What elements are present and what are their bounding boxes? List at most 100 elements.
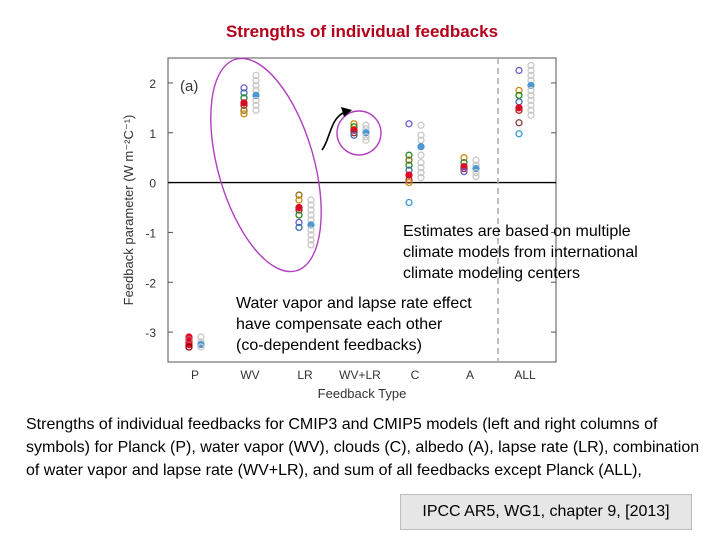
- data-point-left: [405, 171, 413, 179]
- data-point-right: [307, 221, 315, 229]
- note-compensate: Water vapor and lapse rate effect have c…: [236, 293, 536, 356]
- y-tick-label: -2: [145, 276, 156, 290]
- x-tick-label: LR: [297, 368, 313, 382]
- data-point-left: [405, 176, 413, 184]
- data-point-left: [515, 106, 523, 114]
- data-point-right: [417, 131, 425, 139]
- data-point-right: [417, 159, 425, 167]
- data-point-right: [527, 61, 535, 70]
- chart-marks: [185, 61, 535, 351]
- x-tick-label: C: [411, 368, 420, 382]
- data-point-right: [252, 81, 260, 90]
- data-point-right: [307, 196, 315, 204]
- data-point-left: [515, 119, 523, 127]
- data-point-left: [405, 156, 413, 164]
- y-tick-label: -1: [145, 226, 156, 240]
- y-axis-label: Feedback parameter (W m⁻²C⁻¹): [121, 115, 136, 306]
- data-point-left: [295, 191, 303, 199]
- figure-caption: Strengths of individual feedbacks for CM…: [26, 416, 700, 479]
- panel-label: (a): [180, 78, 198, 95]
- y-tick-label: 2: [149, 77, 156, 91]
- note-estimates: Estimates are based on multiple climate …: [403, 221, 703, 284]
- data-point-right: [307, 201, 315, 209]
- data-point-left: [295, 223, 303, 232]
- note-compensate-line: have compensate each other: [236, 316, 443, 333]
- data-point-right: [527, 111, 535, 119]
- data-point-left: [295, 211, 303, 219]
- chart-overlays: [210, 57, 382, 273]
- data-point-right: [472, 172, 480, 181]
- x-tick-label: P: [191, 368, 199, 382]
- data-point-right: [527, 86, 535, 95]
- data-point-right: [307, 226, 315, 234]
- plot-frame: [167, 57, 557, 363]
- data-point-right: [527, 66, 535, 75]
- data-point-right: [472, 168, 480, 177]
- y-tick-label: 1: [149, 127, 156, 141]
- data-point-left: [405, 198, 413, 207]
- data-point-left: [515, 98, 523, 106]
- page-title: Strengths of individual feedbacks: [225, 22, 499, 41]
- data-point-left: [460, 167, 468, 176]
- data-point-right: [417, 173, 425, 182]
- data-point-left: [515, 130, 523, 138]
- data-point-right: [417, 121, 425, 129]
- data-point-right: [252, 101, 260, 109]
- x-tick-label: WV+LR: [339, 368, 381, 382]
- feedback-chart: -3 -2 -1 0 1 2 P WV LR WV+LR C A ALL Feedback Type Fee…: [121, 57, 557, 401]
- data-point-right: [527, 106, 535, 114]
- data-point-left: [240, 101, 248, 109]
- data-point-left: [185, 343, 193, 351]
- data-point-right: [362, 136, 370, 144]
- note-estimates-line: climate modeling centers: [403, 265, 580, 282]
- highlight-circle-wvlr: [336, 110, 382, 156]
- data-point-left: [240, 110, 248, 118]
- data-point-right: [197, 343, 205, 351]
- data-point-left: [295, 196, 303, 204]
- data-point-right: [362, 133, 370, 141]
- data-point-left: [185, 335, 193, 344]
- data-point-left: [350, 129, 358, 137]
- x-tick-label: A: [466, 368, 474, 382]
- data-point-left: [460, 154, 468, 162]
- note-estimates-line: Estimates are based on multiple: [403, 223, 631, 240]
- y-tick-label: -3: [145, 326, 156, 340]
- data-point-right: [527, 101, 535, 109]
- data-point-left: [240, 84, 248, 92]
- data-point-right: [527, 71, 535, 80]
- data-point-left: [405, 120, 413, 128]
- x-tick-label: ALL: [514, 368, 536, 382]
- data-point-right: [307, 241, 315, 249]
- note-compensate-line: Water vapor and lapse rate effect: [236, 295, 472, 312]
- data-point-right: [252, 91, 260, 100]
- data-point-right: [417, 168, 425, 177]
- x-axis-label: Feedback Type: [318, 386, 407, 401]
- data-point-right: [197, 333, 205, 341]
- data-point-right: [252, 96, 260, 105]
- chart-axes: -3 -2 -1 0 1 2 P WV LR WV+LR C A ALL Feedback Type Fee…: [121, 57, 557, 401]
- data-point-left: [240, 106, 248, 114]
- note-estimates-line: climate models from international: [403, 244, 638, 261]
- highlight-ellipse-wv-lr: [210, 57, 322, 273]
- data-point-left: [515, 86, 523, 95]
- note-compensate-line: (co-dependent feedbacks): [236, 337, 422, 354]
- data-point-left: [295, 218, 303, 227]
- data-point-right: [527, 96, 535, 105]
- source-citation: IPCC AR5, WG1, chapter 9, [2013]: [400, 494, 692, 530]
- arrow-head: [341, 107, 352, 117]
- data-point-right: [307, 211, 315, 219]
- data-point-left: [515, 66, 523, 75]
- data-point-right: [307, 231, 315, 239]
- data-point-right: [472, 156, 480, 164]
- data-point-left: [405, 161, 413, 169]
- data-point-left: [405, 178, 413, 187]
- data-point-left: [460, 164, 468, 173]
- data-point-right: [362, 121, 370, 129]
- data-point-right: [527, 91, 535, 100]
- data-point-left: [350, 131, 358, 139]
- data-point-right: [252, 71, 260, 80]
- data-point-right: [417, 151, 425, 159]
- data-point-left: [295, 206, 303, 214]
- data-point-right: [307, 206, 315, 214]
- data-point-right: [307, 236, 315, 244]
